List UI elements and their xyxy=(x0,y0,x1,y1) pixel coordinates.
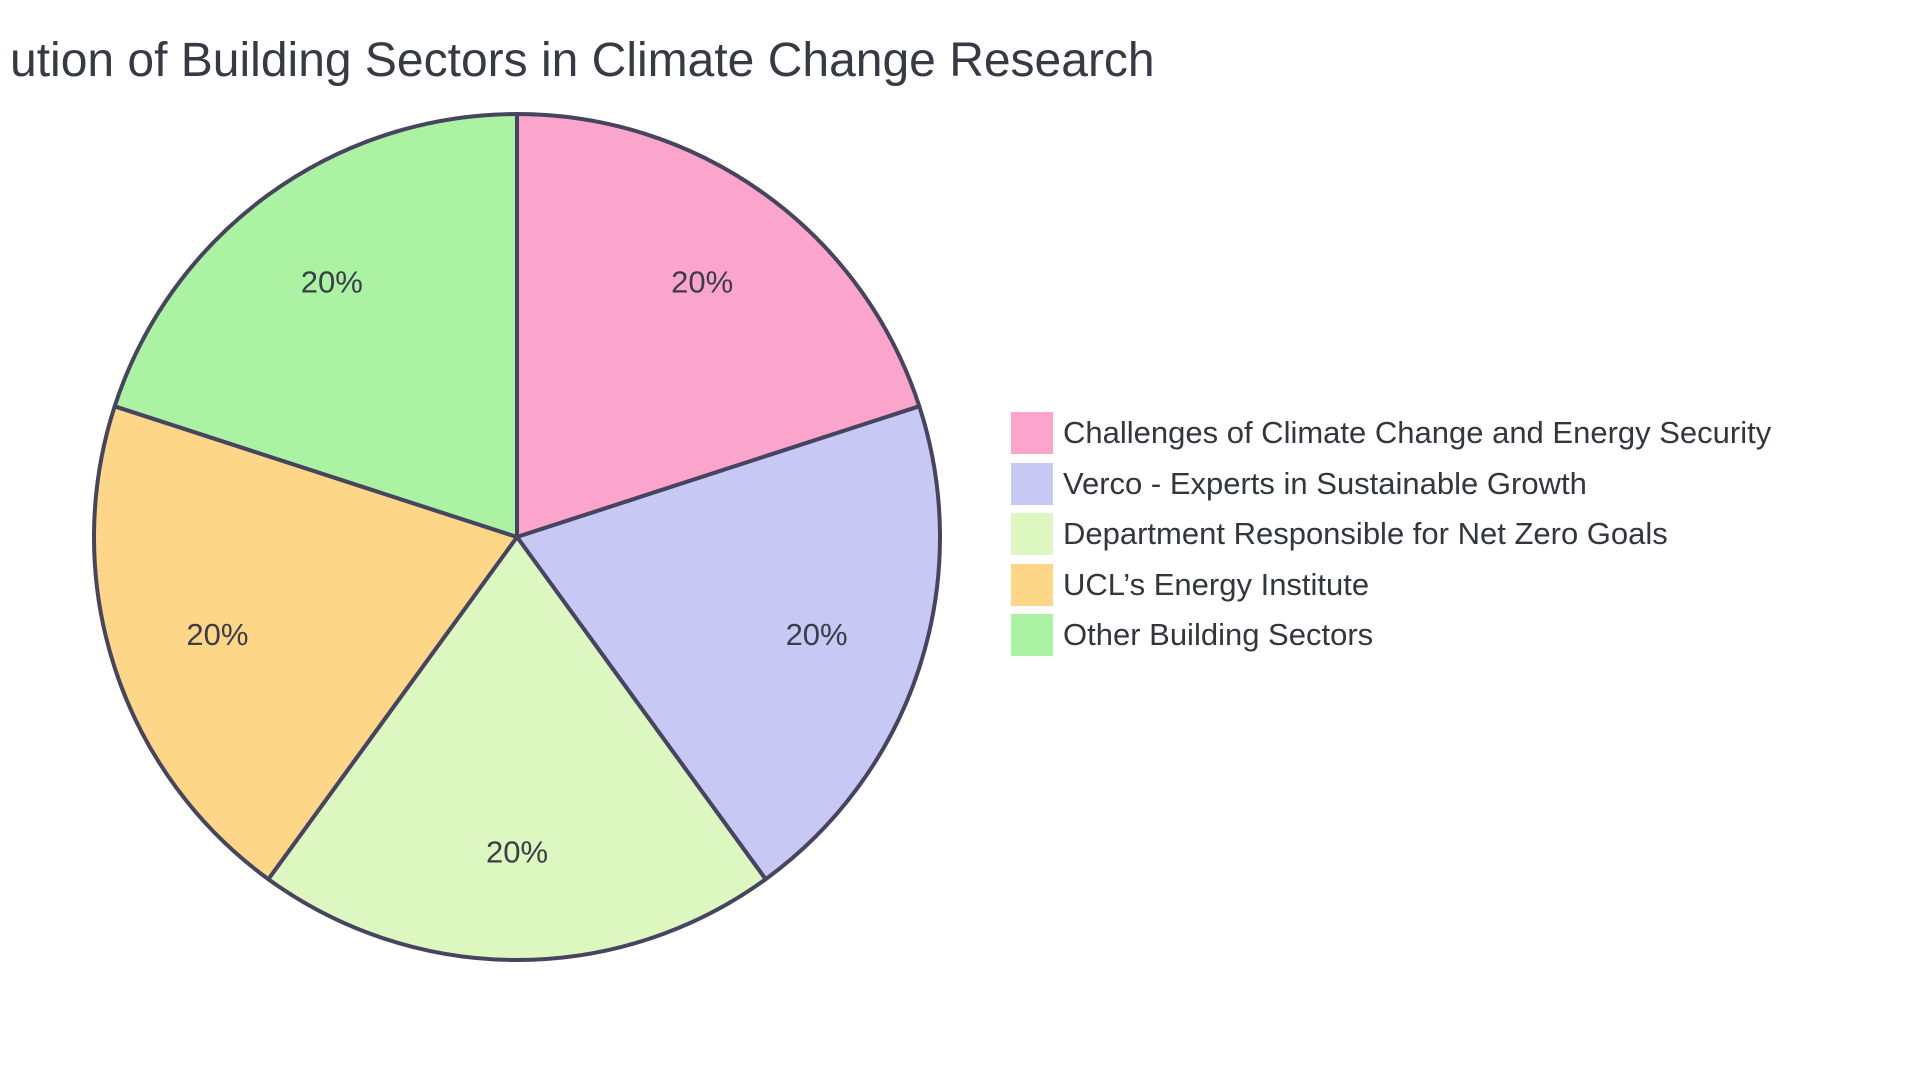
pie-slice-pct-label-1: 20% xyxy=(786,617,848,652)
legend-item-0[interactable]: Challenges of Climate Change and Energy … xyxy=(1011,412,1771,454)
pie-slice-pct-label-2: 20% xyxy=(486,835,548,870)
pie-slice-3[interactable] xyxy=(92,404,519,882)
legend-label-4: Other Building Sectors xyxy=(1063,617,1374,653)
pie-slice-4[interactable] xyxy=(112,112,519,539)
pie-slice-2[interactable] xyxy=(266,535,768,962)
legend-swatch-0 xyxy=(1011,412,1053,454)
legend-label-2: Department Responsible for Net Zero Goal… xyxy=(1063,516,1668,552)
legend-label-3: UCL’s Energy Institute xyxy=(1063,566,1370,602)
legend-item-4[interactable]: Other Building Sectors xyxy=(1011,614,1771,657)
pie-slice-1[interactable] xyxy=(515,404,942,882)
pie-slice-0[interactable] xyxy=(515,112,922,539)
legend-swatch-3 xyxy=(1011,563,1053,606)
legend-label-1: Verco - Experts in Sustainable Growth xyxy=(1063,465,1587,501)
chart-title: ution of Building Sectors in Climate Cha… xyxy=(10,34,1155,87)
legend-swatch-4 xyxy=(1011,614,1053,657)
pie-slice-pct-label-4: 20% xyxy=(301,265,363,300)
pie-slice-pct-label-3: 20% xyxy=(186,617,248,652)
legend-item-3[interactable]: UCL’s Energy Institute xyxy=(1011,563,1771,606)
legend-item-1[interactable]: Verco - Experts in Sustainable Growth xyxy=(1011,462,1771,505)
legend-swatch-1 xyxy=(1011,462,1053,505)
legend: Challenges of Climate Change and Energy … xyxy=(1011,412,1771,665)
legend-swatch-2 xyxy=(1011,513,1053,556)
legend-item-2[interactable]: Department Responsible for Net Zero Goal… xyxy=(1011,513,1771,556)
legend-label-0: Challenges of Climate Change and Energy … xyxy=(1063,415,1772,450)
pie-slice-pct-label-0: 20% xyxy=(671,265,733,300)
